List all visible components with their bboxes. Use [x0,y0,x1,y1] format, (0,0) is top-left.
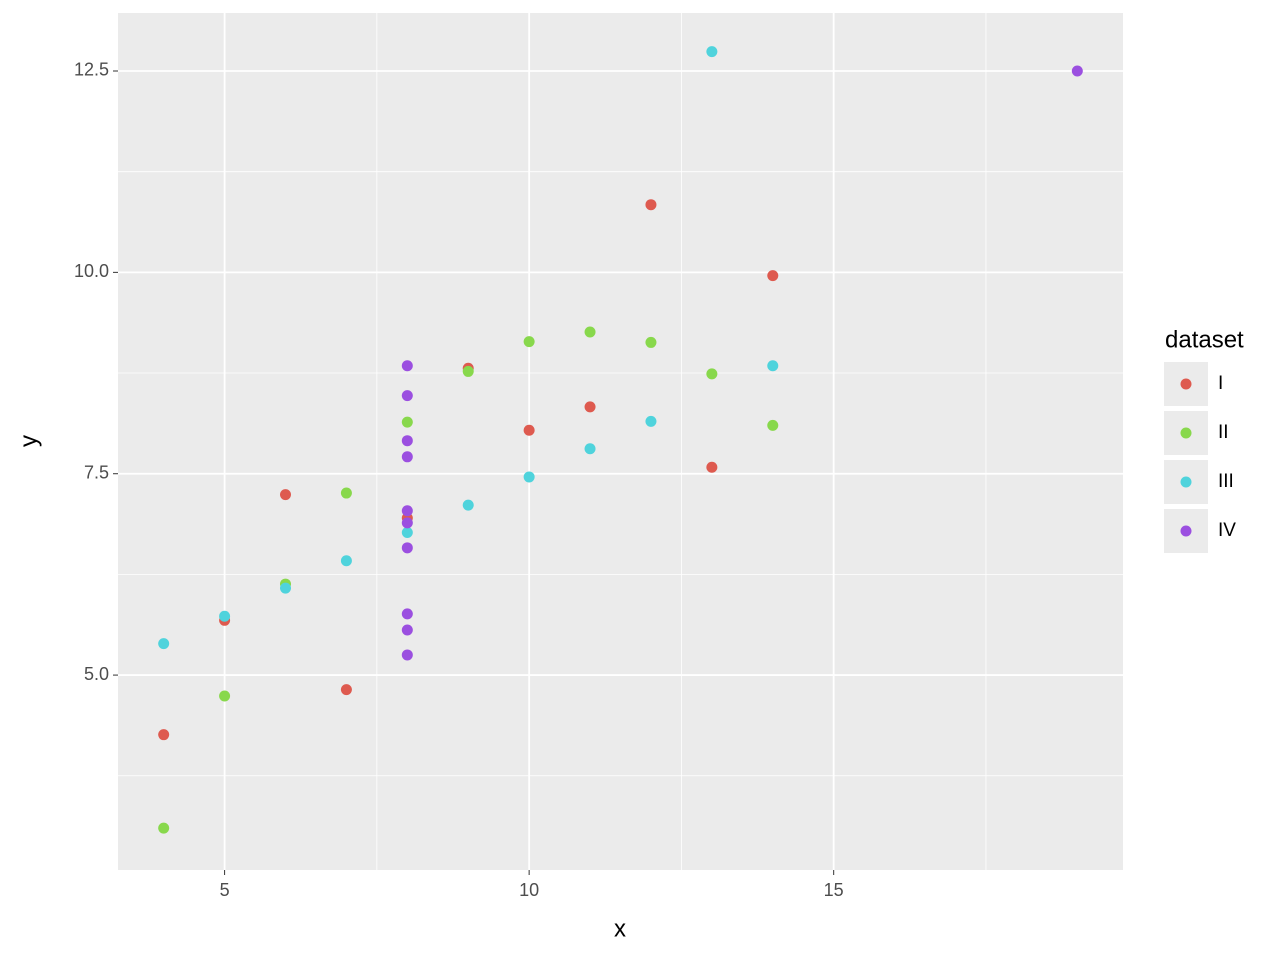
point [706,46,718,58]
point [706,461,718,473]
y-tick-label: 7.5 [84,462,109,482]
legend-marker [1180,378,1192,390]
point [401,360,413,372]
legend-label: IV [1218,520,1236,541]
point [401,649,413,661]
point [401,542,413,554]
point [706,368,718,380]
y-tick-label: 12.5 [74,60,109,80]
point [1071,65,1083,77]
point [340,487,352,499]
point [401,527,413,539]
point [584,401,596,413]
point [401,505,413,517]
legend-label: II [1218,422,1229,443]
point [462,365,474,377]
point [584,326,596,338]
point [523,471,535,483]
point [645,199,657,211]
point [219,610,231,622]
legend-marker [1180,476,1192,488]
legend-title: dataset [1165,326,1244,353]
point [645,336,657,348]
point [401,517,413,529]
y-axis-title: y [15,435,42,447]
point [767,270,779,282]
point [280,582,291,594]
point [645,415,657,427]
point [340,555,352,567]
x-tick-label: 5 [220,880,230,900]
y-tick-label: 10.0 [74,261,109,281]
point [280,489,291,501]
point [219,690,231,702]
x-axis-title: x [614,915,626,942]
point [767,419,779,431]
legend-label: I [1218,373,1223,394]
point [462,499,474,511]
point [158,822,170,834]
point [401,416,413,428]
point [584,443,596,455]
legend-label: III [1218,471,1234,492]
point [158,638,170,650]
point [158,729,170,741]
x-tick-label: 15 [824,880,844,900]
point [401,624,413,636]
point [767,360,779,372]
panel [118,13,1123,870]
point [340,684,352,696]
legend-marker [1180,525,1192,537]
point [401,435,413,447]
point [401,451,413,463]
point [401,390,413,402]
y-tick-label: 5.0 [84,664,109,684]
point [523,424,535,436]
point [523,336,535,348]
legend-marker [1180,427,1192,439]
x-tick-label: 10 [519,880,539,900]
point [401,608,413,620]
